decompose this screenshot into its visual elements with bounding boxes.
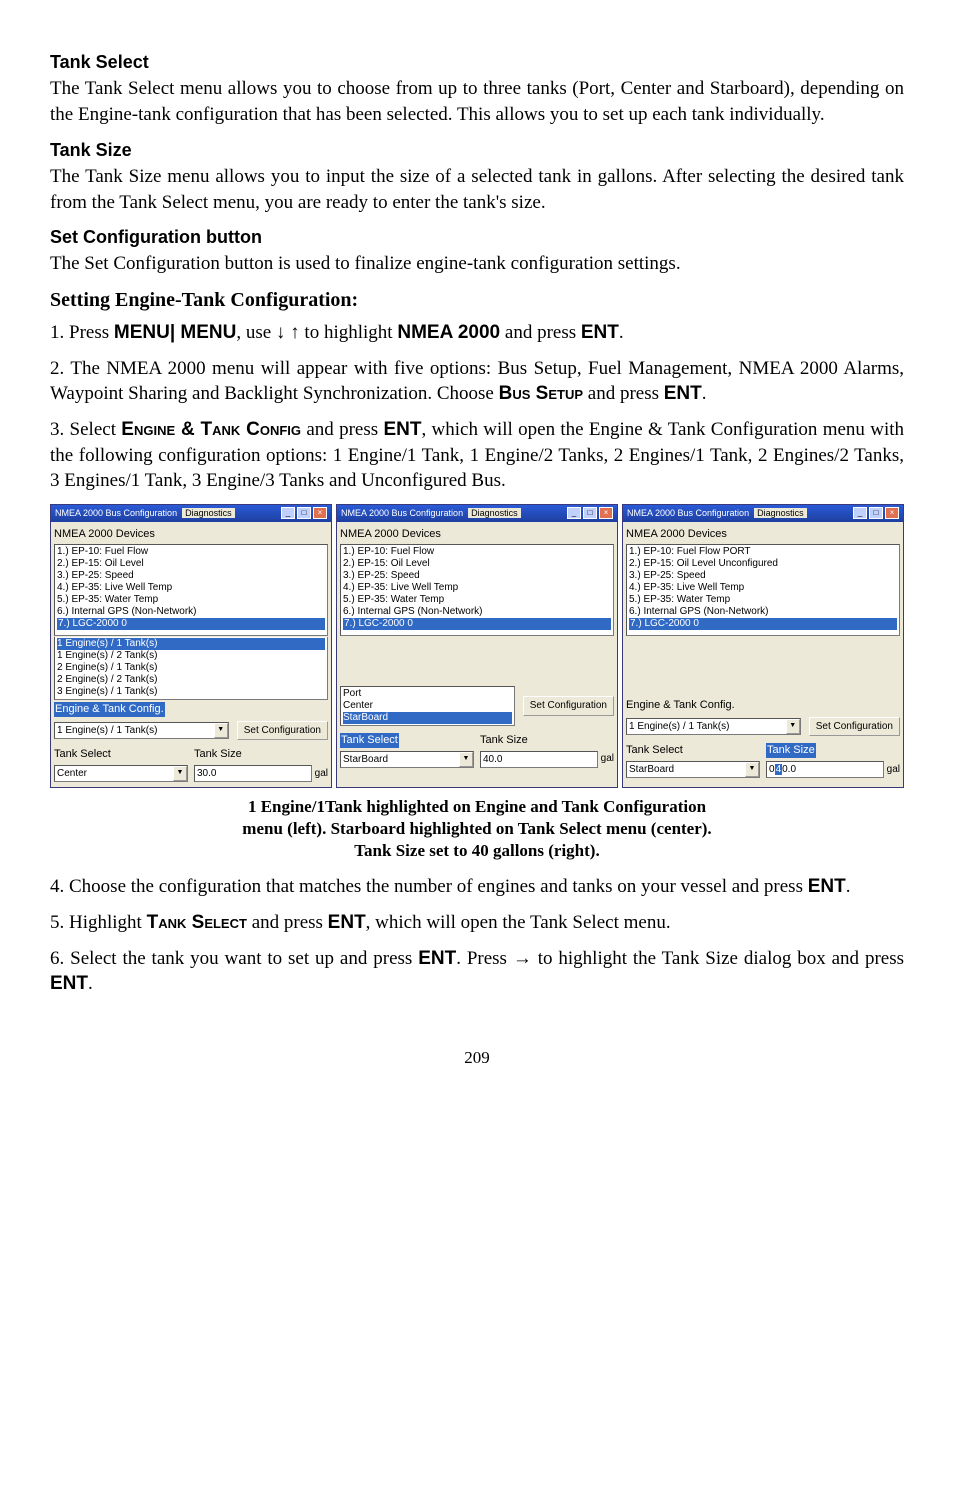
- para-set-config: The Set Configuration button is used to …: [50, 251, 904, 277]
- tank-size-label: Tank Size: [480, 733, 614, 748]
- tank-select-label: Tank Select: [626, 743, 760, 758]
- devices-list[interactable]: 1.) EP-10: Fuel Flow PORT 2.) EP-15: Oil…: [626, 544, 900, 636]
- screenshot-row: NMEA 2000 Bus Configuration Diagnostics …: [50, 504, 904, 788]
- max-icon[interactable]: □: [869, 507, 883, 519]
- tank-select-dropdown[interactable]: Center▼: [54, 765, 188, 782]
- tank-size-input[interactable]: 40.0: [480, 751, 598, 768]
- unit-label: gal: [887, 763, 900, 777]
- step-6: 6. Select the tank you want to set up an…: [50, 946, 904, 997]
- devices-list[interactable]: 1.) EP-10: Fuel Flow 2.) EP-15: Oil Leve…: [340, 544, 614, 636]
- set-configuration-button[interactable]: Set Configuration: [809, 717, 900, 737]
- tank-size-label: Tank Size: [766, 743, 816, 758]
- devices-list[interactable]: 1.) EP-10: Fuel Flow 2.) EP-15: Oil Leve…: [54, 544, 328, 636]
- min-icon[interactable]: _: [281, 507, 295, 519]
- chevron-down-icon[interactable]: ▼: [459, 752, 473, 767]
- step-3: 3. Select Engine & Tank Config and press…: [50, 417, 904, 494]
- tank-select-dropdown-open[interactable]: Port Center StarBoard: [340, 686, 515, 726]
- step-4: 4. Choose the configuration that matches…: [50, 874, 904, 900]
- min-icon[interactable]: _: [567, 507, 581, 519]
- step-5: 5. Highlight Tank Select and press ENT, …: [50, 910, 904, 936]
- step-2: 2. The NMEA 2000 menu will appear with f…: [50, 356, 904, 407]
- max-icon[interactable]: □: [297, 507, 311, 519]
- heading-setting-etc: Setting Engine-Tank Configuration:: [50, 287, 904, 314]
- para-tank-size: The Tank Size menu allows you to input t…: [50, 164, 904, 215]
- close-icon[interactable]: ×: [599, 507, 613, 519]
- min-icon[interactable]: _: [853, 507, 867, 519]
- unit-label: gal: [315, 767, 328, 781]
- chevron-down-icon[interactable]: ▼: [214, 723, 228, 738]
- step-1: 1. Press MENU| MENU, use ↓ ↑ to highligh…: [50, 320, 904, 346]
- etc-label: Engine & Tank Config.: [626, 698, 900, 713]
- para-tank-select: The Tank Select menu allows you to choos…: [50, 76, 904, 127]
- etc-dropdown[interactable]: 1 Engine(s) / 1 Tank(s)▼: [626, 718, 801, 735]
- tank-select-dropdown[interactable]: StarBoard▼: [626, 761, 760, 778]
- screenshot-left: NMEA 2000 Bus Configuration Diagnostics …: [50, 504, 332, 788]
- titlebar: NMEA 2000 Bus Configuration Diagnostics …: [51, 505, 331, 522]
- tank-size-label: Tank Size: [194, 747, 328, 762]
- titlebar: NMEA 2000 Bus Configuration Diagnostics …: [623, 505, 903, 522]
- max-icon[interactable]: □: [583, 507, 597, 519]
- tank-size-input[interactable]: 040.0: [766, 761, 884, 778]
- tank-select-dropdown[interactable]: StarBoard▼: [340, 751, 474, 768]
- devices-label: NMEA 2000 Devices: [54, 527, 328, 542]
- tank-select-label: Tank Select: [54, 747, 188, 762]
- close-icon[interactable]: ×: [885, 507, 899, 519]
- unit-label: gal: [601, 752, 614, 766]
- page-number: 209: [50, 1047, 904, 1070]
- heading-tank-size: Tank Size: [50, 138, 904, 162]
- heading-tank-select: Tank Select: [50, 50, 904, 74]
- chevron-down-icon[interactable]: ▼: [745, 762, 759, 777]
- devices-label: NMEA 2000 Devices: [626, 527, 900, 542]
- screenshot-right: NMEA 2000 Bus Configuration Diagnostics …: [622, 504, 904, 788]
- screenshot-center: NMEA 2000 Bus Configuration Diagnostics …: [336, 504, 618, 788]
- titlebar: NMEA 2000 Bus Configuration Diagnostics …: [337, 505, 617, 522]
- set-configuration-button[interactable]: Set Configuration: [237, 721, 328, 741]
- set-configuration-button[interactable]: Set Configuration: [523, 696, 614, 716]
- tank-select-label: Tank Select: [340, 733, 399, 748]
- etc-dropdown[interactable]: 1 Engine(s) / 1 Tank(s)▼: [54, 722, 229, 739]
- chevron-down-icon[interactable]: ▼: [786, 719, 800, 734]
- etc-label: Engine & Tank Config.: [54, 702, 165, 717]
- close-icon[interactable]: ×: [313, 507, 327, 519]
- figure-caption: 1 Engine/1Tank highlighted on Engine and…: [50, 796, 904, 862]
- heading-set-config: Set Configuration button: [50, 225, 904, 249]
- engine-tank-dropdown-open[interactable]: 1 Engine(s) / 1 Tank(s) 1 Engine(s) / 2 …: [54, 637, 328, 700]
- tank-size-input[interactable]: 30.0: [194, 765, 312, 782]
- devices-label: NMEA 2000 Devices: [340, 527, 614, 542]
- chevron-down-icon[interactable]: ▼: [173, 766, 187, 781]
